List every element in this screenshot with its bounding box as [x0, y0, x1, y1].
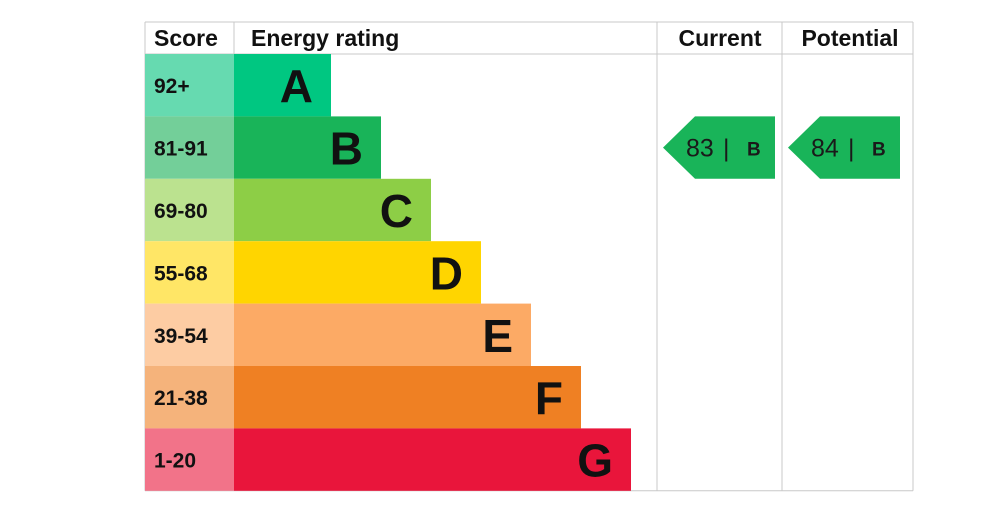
- score-range-label: 21-38: [154, 387, 208, 410]
- rating-letter-c: C: [380, 185, 413, 237]
- potential-arrow: [788, 116, 900, 179]
- score-cell-f: [145, 366, 234, 429]
- potential-separator: |: [848, 135, 855, 163]
- current-score-value: 83: [686, 135, 714, 163]
- rating-bar-a: [234, 54, 331, 117]
- score-cell-b: [145, 116, 234, 179]
- score-cell-g: [145, 428, 234, 491]
- potential-band-letter: B: [872, 140, 886, 161]
- rating-bar-g: [234, 428, 631, 491]
- score-range-label: 39-54: [154, 325, 208, 348]
- header-energy-rating: Energy rating: [251, 25, 399, 51]
- rating-letter-g: G: [577, 435, 613, 487]
- current-arrow: [663, 116, 775, 179]
- current-separator: |: [723, 135, 730, 163]
- score-range-label: 81-91: [154, 138, 208, 161]
- score-cell-e: [145, 303, 234, 366]
- score-cell-d: [145, 241, 234, 304]
- rating-letter-d: D: [430, 247, 463, 299]
- rating-letter-b: B: [330, 123, 363, 175]
- rating-bar-e: [234, 303, 531, 366]
- rating-bar-d: [234, 241, 481, 304]
- score-cell-c: [145, 178, 234, 242]
- current-band-letter: B: [747, 140, 761, 161]
- header-potential: Potential: [801, 25, 898, 51]
- rating-bar-b: [234, 116, 381, 179]
- score-range-label: 69-80: [154, 200, 208, 223]
- potential-rating: 84 | B: [788, 116, 900, 179]
- rating-bands: 92+ A 81-91 B 69-80 C 55-68 D 39-54 E 21-38 F 1-20 G: [145, 54, 631, 491]
- score-range-label: 92+: [154, 75, 190, 98]
- score-range-label: 1-20: [154, 450, 196, 473]
- rating-bar-f: [234, 366, 581, 429]
- header-row: Score Energy rating Current Potential: [154, 25, 899, 51]
- header-score: Score: [154, 25, 218, 51]
- score-range-label: 55-68: [154, 262, 208, 285]
- rating-letter-e: E: [482, 310, 513, 362]
- rating-letter-f: F: [535, 372, 563, 424]
- rating-bar-c: [234, 178, 431, 242]
- current-rating: 83 | B: [663, 116, 775, 179]
- rating-letter-a: A: [280, 60, 313, 112]
- header-current: Current: [678, 25, 761, 51]
- potential-score-value: 84: [811, 135, 839, 163]
- score-cell-a: [145, 54, 234, 117]
